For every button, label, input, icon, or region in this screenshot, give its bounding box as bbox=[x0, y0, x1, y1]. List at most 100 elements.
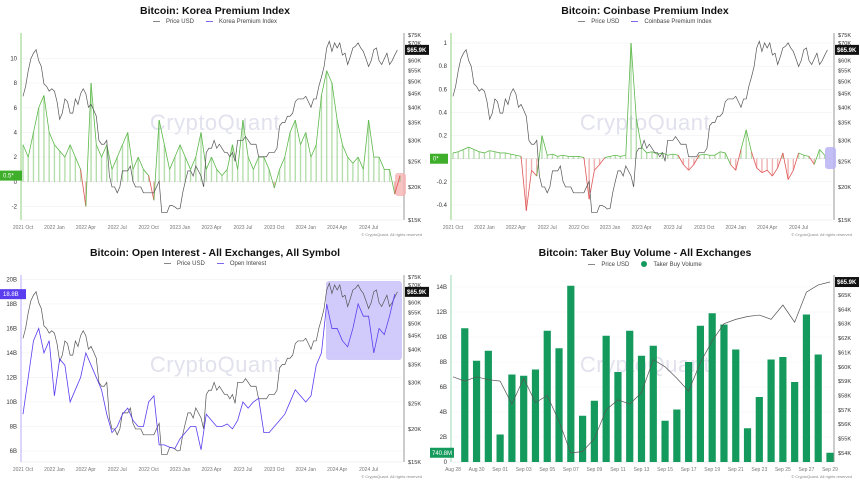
premium-line-segment bbox=[525, 170, 532, 211]
premium-line-segment bbox=[394, 175, 401, 195]
price-usd-line bbox=[22, 282, 398, 455]
x-tick-label: Sep 03 bbox=[516, 467, 532, 473]
y-right-tick-label: $50K bbox=[408, 80, 421, 86]
y-right-tick-label: $30K bbox=[408, 138, 421, 144]
x-tick-label: 2024 Jan bbox=[725, 225, 746, 231]
legend-item: Coinbase Premium Index bbox=[628, 19, 714, 25]
current-price-tag: $65.9K bbox=[407, 48, 427, 54]
premium-line-segment bbox=[505, 152, 511, 155]
legend-label: Coinbase Premium Index bbox=[644, 19, 712, 25]
premium-line-segment bbox=[279, 156, 286, 170]
y-right-tick-label: $60K bbox=[838, 59, 851, 65]
premium-line-segment bbox=[54, 144, 60, 152]
legend-label: Price USD bbox=[165, 19, 194, 25]
y-left-tick-label: 6 bbox=[14, 106, 18, 112]
premium-line-segment bbox=[515, 154, 522, 157]
y-right-tick-label: $20K bbox=[408, 185, 421, 191]
premium-line-segment bbox=[95, 144, 102, 158]
premium-line-segment bbox=[111, 156, 118, 170]
premium-line-segment bbox=[158, 120, 165, 145]
current-value-tag: 0* bbox=[433, 157, 439, 163]
y-right-tick-label: $45K bbox=[838, 92, 851, 98]
premium-line-segment bbox=[59, 150, 66, 158]
premium-line-segment bbox=[362, 120, 369, 170]
x-tick-label: 2022 Jan bbox=[44, 467, 65, 473]
y-right-tick-label: $45K bbox=[408, 334, 421, 340]
y-right-tick-label: $25K bbox=[838, 159, 851, 165]
y-left-tick-label: -0.4 bbox=[437, 203, 448, 209]
taker-buy-bar bbox=[496, 434, 504, 462]
taker-buy-bar bbox=[578, 415, 587, 462]
premium-line-segment bbox=[305, 132, 312, 158]
y-right-tick-label: $70K bbox=[838, 41, 851, 47]
taker-buy-bar bbox=[814, 354, 822, 462]
taker-buy-bar bbox=[567, 285, 575, 462]
x-tick-label: 2021 Oct bbox=[443, 225, 464, 231]
x-tick-label: 2023 Jan bbox=[600, 225, 621, 231]
chart-title: Bitcoin: Open Interest - All Exchanges, … bbox=[89, 247, 341, 259]
taker-buy-bar bbox=[720, 324, 728, 462]
premium-line-segment bbox=[80, 169, 87, 207]
chart-svg: -2 0 2 4 6 8 10 $15K $20K $25K $30K $35K $40K $45K $50… bbox=[0, 33, 429, 231]
y-right-tick-label: $60K bbox=[838, 365, 851, 371]
x-tick-label: Sep 13 bbox=[634, 467, 650, 473]
premium-line-segment bbox=[336, 120, 343, 145]
watermark: CryptoQuant bbox=[579, 110, 711, 135]
y-right-tick-label: $59K bbox=[838, 379, 851, 385]
x-tick-label: 2023 Jul bbox=[233, 225, 252, 231]
premium-line-segment bbox=[473, 149, 480, 153]
taker-buy-volume-panel: Bitcoin: Taker Buy Volume - All Exchange… bbox=[430, 242, 860, 484]
y-left-tick-label: 2B bbox=[440, 435, 447, 441]
y-right-tick-label: $58K bbox=[838, 393, 851, 399]
chart-legend: Price USD Coinbase Premium Index bbox=[430, 19, 860, 25]
premium-line-segment bbox=[205, 156, 212, 170]
legend-label: Price USD bbox=[591, 19, 620, 25]
y-left-tick-label: 16B bbox=[6, 326, 17, 332]
y-left-tick-label: 10B bbox=[436, 335, 447, 341]
x-tick-label: 2023 Jul bbox=[663, 225, 682, 231]
taker-buy-bar bbox=[708, 313, 716, 462]
premium-line-segment bbox=[48, 132, 55, 145]
premium-line-segment bbox=[174, 144, 181, 158]
current-value-tag-bg bbox=[0, 170, 22, 181]
premium-line-segment bbox=[127, 132, 134, 170]
premium-line-segment bbox=[163, 144, 171, 170]
premium-line-segment bbox=[237, 120, 244, 170]
taker-buy-bar bbox=[755, 397, 763, 462]
premium-line-segment bbox=[321, 70, 328, 96]
premium-line-segment bbox=[630, 43, 637, 119]
y-left-tick-label: 12B bbox=[436, 310, 447, 316]
premium-line-segment bbox=[22, 144, 29, 158]
y-right-tick-label: $61K bbox=[838, 350, 851, 356]
taker-buy-bar bbox=[791, 382, 799, 462]
y-left-tick-label: 8B bbox=[10, 424, 17, 430]
chart-title: Bitcoin: Korea Premium Index bbox=[140, 5, 290, 17]
premium-line-segment bbox=[756, 167, 763, 173]
x-tick-label: 2024 Jan bbox=[295, 467, 316, 473]
x-tick-label: 2022 Oct bbox=[569, 225, 590, 231]
taker-buy-bar bbox=[472, 360, 481, 462]
premium-line-segment bbox=[651, 151, 658, 155]
series-swatch bbox=[205, 20, 213, 22]
taker-buy-bar bbox=[602, 335, 610, 462]
y-left-tick-label: 0.4 bbox=[439, 110, 448, 116]
y-right-tick-label: $60K bbox=[408, 59, 421, 65]
series-swatch bbox=[216, 262, 224, 264]
premium-line-segment bbox=[494, 151, 501, 154]
y-right-tick-label: $75K bbox=[408, 33, 421, 39]
taker-buy-bar bbox=[508, 374, 516, 462]
taker-buy-bar bbox=[661, 420, 669, 462]
highlight-box bbox=[395, 173, 406, 196]
x-tick-label: Sep 15 bbox=[657, 467, 673, 473]
legend-item: Price USD bbox=[575, 19, 622, 25]
x-tick-label: 2024 Apr bbox=[757, 225, 777, 231]
x-tick-label: 2024 Jul bbox=[359, 225, 378, 231]
x-tick-label: 2022 Oct bbox=[139, 467, 160, 473]
price-tag-bg bbox=[405, 286, 429, 297]
y-right-tick-label: $75K bbox=[408, 275, 421, 281]
x-tick-label: 2024 Jan bbox=[295, 225, 316, 231]
premium-line-segment bbox=[273, 169, 280, 189]
premium-line-segment bbox=[263, 156, 270, 170]
premium-line-segment bbox=[247, 156, 254, 170]
x-tick-label: 2022 Apr bbox=[76, 467, 96, 473]
